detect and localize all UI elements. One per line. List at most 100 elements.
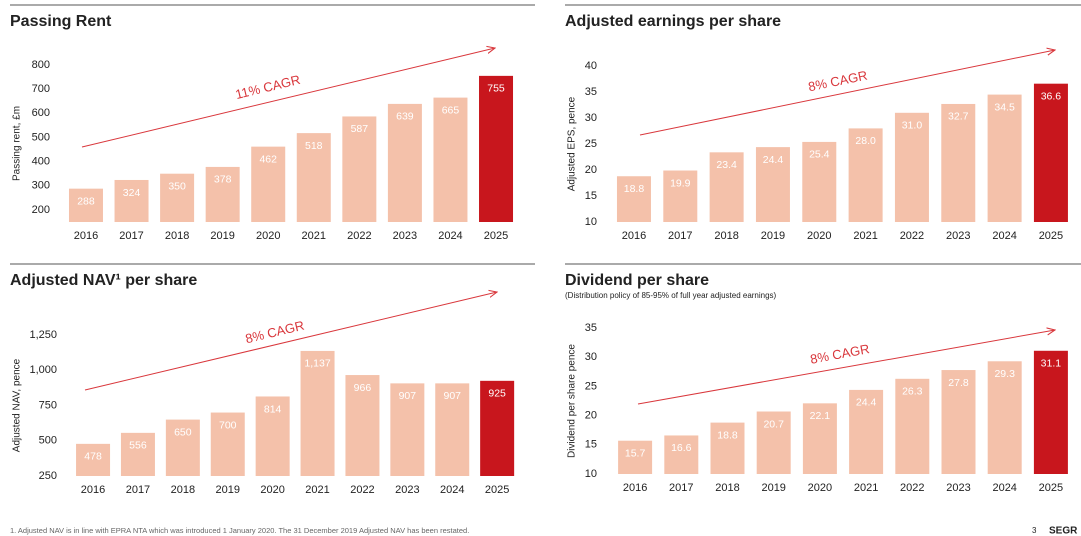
- footnote: 1. Adjusted NAV is in line with EPRA NTA…: [10, 526, 469, 535]
- x-tick-label: 2021: [305, 484, 329, 496]
- value-label: 1,137: [304, 358, 330, 370]
- bar: [300, 350, 335, 476]
- y-tick-label: 500: [39, 435, 57, 447]
- y-tick-label: 200: [32, 204, 50, 216]
- value-label: 31.0: [902, 120, 923, 132]
- value-label: 19.9: [670, 177, 691, 189]
- x-tick-label: 2018: [715, 482, 739, 494]
- value-label: 755: [487, 83, 505, 95]
- value-label: 18.8: [717, 429, 738, 441]
- value-label: 32.7: [948, 111, 969, 123]
- bar: [618, 440, 653, 474]
- x-tick-label: 2025: [485, 484, 509, 496]
- value-label: 36.6: [1041, 90, 1062, 102]
- chart-subtitle: (Distribution policy of 85-95% of full y…: [565, 291, 777, 300]
- y-axis-label: Dividend per share pence: [567, 344, 578, 458]
- y-tick-label: 600: [32, 107, 50, 119]
- x-tick-label: 2025: [1039, 230, 1063, 242]
- bar: [76, 443, 111, 476]
- y-tick-label: 10: [585, 216, 597, 228]
- value-label: 639: [396, 111, 414, 123]
- page-number: 3: [1032, 526, 1037, 535]
- x-tick-label: 2019: [761, 482, 785, 494]
- y-tick-label: 1,250: [29, 329, 57, 341]
- bar: [710, 422, 745, 474]
- value-label: 15.7: [625, 447, 646, 459]
- y-tick-label: 300: [32, 180, 50, 192]
- value-label: 925: [488, 388, 506, 400]
- x-tick-label: 2022: [900, 230, 924, 242]
- y-tick-label: 25: [585, 138, 597, 150]
- x-tick-label: 2017: [119, 230, 143, 242]
- value-label: 462: [259, 153, 277, 165]
- y-tick-label: 15: [585, 439, 597, 451]
- x-tick-label: 2016: [623, 482, 647, 494]
- bar: [251, 146, 286, 222]
- value-label: 16.6: [671, 442, 692, 454]
- bar: [756, 411, 791, 474]
- x-tick-label: 2025: [484, 230, 508, 242]
- bar: [848, 128, 883, 222]
- cagr-label: 11% CAGR: [234, 72, 302, 102]
- value-label: 22.1: [810, 410, 831, 422]
- value-label: 556: [129, 440, 147, 452]
- bar: [802, 403, 837, 474]
- bar: [664, 435, 699, 474]
- chart-title: Dividend per share: [565, 272, 709, 289]
- y-axis-label: Adjusted EPS, pence: [567, 96, 578, 191]
- bar: [255, 396, 290, 476]
- y-tick-label: 250: [39, 470, 57, 482]
- y-tick-label: 35: [585, 86, 597, 98]
- chart-title: Adjusted earnings per share: [565, 13, 781, 30]
- bar: [433, 97, 468, 222]
- x-tick-label: 2020: [807, 230, 831, 242]
- value-label: 28.0: [855, 135, 876, 147]
- cagr-label: 8% CAGR: [809, 341, 871, 367]
- bar: [345, 375, 380, 476]
- value-label: 665: [442, 104, 460, 116]
- logo: SEGR: [1049, 526, 1078, 536]
- y-tick-label: 10: [585, 468, 597, 480]
- cagr-arrow: [637, 330, 1055, 405]
- x-tick-label: 2024: [992, 230, 1016, 242]
- bar: [894, 112, 929, 222]
- y-tick-label: 30: [585, 112, 597, 124]
- bar: [709, 152, 744, 222]
- x-tick-label: 2025: [1039, 482, 1063, 494]
- y-tick-label: 35: [585, 322, 597, 334]
- value-label: 24.4: [763, 154, 784, 166]
- value-label: 18.8: [624, 183, 645, 195]
- value-label: 650: [174, 426, 192, 438]
- bar: [114, 179, 149, 222]
- x-tick-label: 2020: [260, 484, 284, 496]
- value-label: 478: [84, 451, 102, 463]
- chart-title: Passing Rent: [10, 13, 112, 30]
- x-tick-label: 2023: [946, 482, 970, 494]
- bar: [1033, 350, 1068, 474]
- value-label: 378: [214, 174, 232, 186]
- x-tick-label: 2017: [668, 230, 692, 242]
- cagr-label: 8% CAGR: [244, 318, 306, 347]
- value-label: 31.1: [1041, 358, 1062, 370]
- y-tick-label: 400: [32, 156, 50, 168]
- value-label: 20.7: [763, 418, 784, 430]
- x-tick-label: 2023: [946, 230, 970, 242]
- y-tick-label: 25: [585, 380, 597, 392]
- value-label: 587: [351, 123, 369, 135]
- cagr-arrow: [639, 50, 1055, 136]
- x-tick-label: 2019: [216, 484, 240, 496]
- value-label: 350: [168, 180, 186, 192]
- x-tick-label: 2016: [74, 230, 98, 242]
- y-tick-label: 1,000: [29, 364, 57, 376]
- x-tick-label: 2024: [992, 482, 1016, 494]
- value-label: 24.4: [856, 397, 877, 409]
- bar: [120, 432, 155, 476]
- bar: [390, 383, 425, 476]
- x-tick-label: 2023: [393, 230, 417, 242]
- x-tick-label: 2023: [395, 484, 419, 496]
- bar: [480, 380, 515, 476]
- y-tick-label: 700: [32, 83, 50, 95]
- value-label: 907: [399, 390, 417, 402]
- value-label: 26.3: [902, 386, 923, 398]
- value-label: 27.8: [948, 377, 969, 389]
